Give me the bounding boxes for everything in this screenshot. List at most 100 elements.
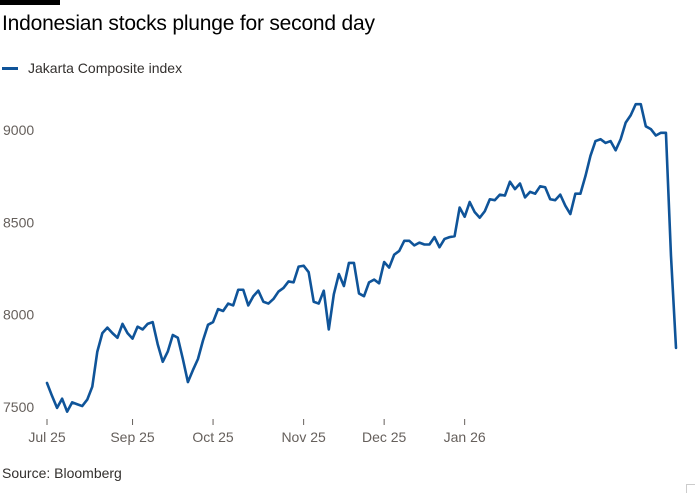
data-point — [182, 358, 184, 360]
data-point — [71, 401, 73, 403]
data-point — [463, 216, 465, 218]
data-point — [257, 289, 259, 291]
data-point — [267, 302, 269, 304]
y-tick-label: 8500 — [3, 214, 34, 230]
data-point — [363, 295, 365, 297]
data-point — [313, 301, 315, 303]
data-point — [252, 295, 254, 297]
data-point — [670, 254, 672, 256]
data-point — [544, 186, 546, 188]
data-point — [479, 217, 481, 219]
data-point — [645, 125, 647, 127]
x-tick-label: Nov 25 — [281, 429, 326, 445]
data-point — [433, 236, 435, 238]
series-line-jakarta-composite — [45, 102, 678, 413]
data-point — [443, 238, 445, 240]
data-point — [564, 205, 566, 207]
data-point — [438, 246, 440, 248]
data-point — [348, 262, 350, 264]
x-tick-label: Jan 26 — [444, 429, 486, 445]
data-point — [353, 262, 355, 264]
legend-swatch — [2, 66, 18, 70]
data-point — [146, 323, 148, 325]
data-point — [197, 358, 199, 360]
data-point — [574, 193, 576, 195]
x-tick-label: Oct 25 — [192, 429, 233, 445]
data-point — [398, 250, 400, 252]
data-point — [61, 397, 63, 399]
data-point — [514, 188, 516, 190]
data-point — [106, 326, 108, 328]
y-tick-label: 8000 — [3, 307, 34, 323]
data-point — [177, 337, 179, 339]
data-point — [126, 332, 128, 334]
data-point — [504, 194, 506, 196]
data-point — [423, 243, 425, 245]
data-point — [328, 328, 330, 330]
data-point — [468, 201, 470, 203]
data-point — [343, 285, 345, 287]
data-point — [338, 273, 340, 275]
data-point — [217, 308, 219, 310]
data-point — [227, 302, 229, 304]
data-point — [589, 155, 591, 157]
data-point — [453, 235, 455, 237]
data-point — [207, 324, 209, 326]
data-point — [393, 253, 395, 255]
data-point — [368, 281, 370, 283]
data-point — [172, 334, 174, 336]
data-point — [494, 199, 496, 201]
data-point — [408, 240, 410, 242]
source-note: Source: Bloomberg — [2, 465, 122, 481]
data-point — [428, 243, 430, 245]
data-point — [529, 191, 531, 193]
data-point — [81, 405, 83, 407]
data-point — [66, 410, 68, 412]
data-point — [212, 321, 214, 323]
data-point — [448, 236, 450, 238]
data-point — [287, 280, 289, 282]
data-point — [579, 193, 581, 195]
data-point — [388, 266, 390, 268]
data-point — [282, 287, 284, 289]
data-point — [187, 381, 189, 383]
data-point — [292, 281, 294, 283]
data-point — [655, 134, 657, 136]
data-point — [111, 332, 113, 334]
data-point — [665, 132, 667, 134]
data-point — [333, 293, 335, 295]
data-point — [418, 241, 420, 243]
data-point — [403, 240, 405, 242]
data-point — [675, 347, 677, 349]
data-point — [141, 328, 143, 330]
data-point — [136, 325, 138, 327]
data-point — [609, 140, 611, 142]
data-point — [277, 290, 279, 292]
data-point — [640, 103, 642, 105]
data-point — [519, 182, 521, 184]
data-point — [619, 138, 621, 140]
data-point — [247, 304, 249, 306]
data-point — [594, 140, 596, 142]
data-point — [413, 244, 415, 246]
y-tick-label: 9000 — [3, 122, 34, 138]
data-point — [297, 265, 299, 267]
data-point — [237, 289, 239, 291]
data-point — [614, 149, 616, 151]
data-point — [559, 193, 561, 195]
chart-title: Indonesian stocks plunge for second day — [2, 12, 375, 35]
data-point — [624, 121, 626, 123]
data-point — [660, 132, 662, 134]
data-point — [599, 138, 601, 140]
data-point — [222, 310, 224, 312]
data-point — [549, 198, 551, 200]
data-point — [96, 350, 98, 352]
data-point — [262, 301, 264, 303]
x-tick-label: Sep 25 — [110, 429, 155, 445]
data-point — [272, 298, 274, 300]
data-point — [554, 199, 556, 201]
corner-mark — [686, 484, 695, 493]
data-point — [509, 181, 511, 183]
data-point — [242, 289, 244, 291]
